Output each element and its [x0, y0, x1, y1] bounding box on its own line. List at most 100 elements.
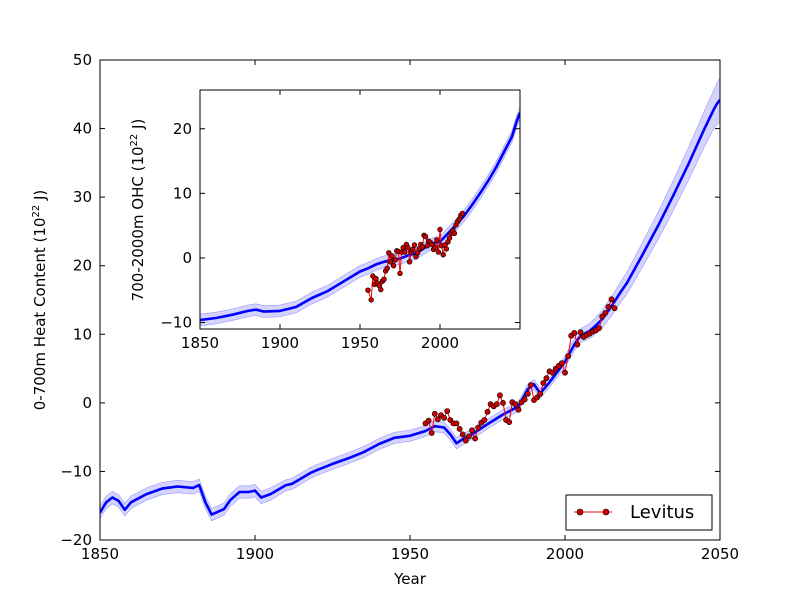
main-levitus-point [462, 437, 469, 444]
main-levitus-point [481, 417, 488, 423]
inset-levitus-point [365, 287, 371, 293]
legend: Levitus [565, 494, 713, 531]
inset-levitus-point [410, 246, 416, 253]
main-levitus-point [506, 419, 513, 425]
inset-y-tick-label: −10 [160, 314, 192, 332]
main-y-tick-label: 20 [73, 257, 92, 275]
inset-levitus-point [451, 230, 458, 237]
inset-levitus-point [397, 270, 403, 277]
inset-levitus-point [389, 253, 395, 259]
inset-levitus-point [459, 210, 466, 217]
main-y-tick-label: 40 [73, 120, 92, 138]
main-levitus-point [577, 329, 584, 336]
main-levitus-point [453, 420, 460, 427]
main-levitus-point [605, 303, 612, 310]
main-levitus-point [537, 390, 544, 397]
inset-y-tick-label: 10 [173, 184, 192, 202]
main-levitus-point [493, 401, 500, 408]
inset-levitus-point [446, 235, 453, 241]
inset-x-tick-label: 2000 [421, 334, 459, 352]
inset-levitus-point [378, 286, 384, 293]
inset-x-tick-label: 1850 [181, 334, 219, 352]
inset-y-axis-label-suffix: J) [129, 119, 147, 134]
main-levitus-point [565, 353, 571, 360]
inset-levitus-point [411, 242, 418, 248]
main-levitus-point [549, 369, 556, 376]
inset-plot: 1850 1900 1950 2000 −10 0 10 20 700-2000m OHC (… [129, 89, 521, 352]
main-levitus-point [528, 382, 534, 388]
main-levitus-point [444, 408, 451, 414]
main-levitus-point [465, 433, 472, 440]
main-model-uncertainty-band [100, 77, 720, 522]
inset-y-axis-label: 700-2000m OHC (1022 J) [129, 119, 147, 302]
main-levitus-point [521, 396, 528, 403]
inset-levitus-point [384, 265, 390, 271]
main-levitus-point [459, 431, 466, 438]
main-levitus-point [456, 425, 463, 432]
inset-model-uncertainty-band [200, 106, 520, 327]
main-y-tick-label: −10 [60, 462, 92, 480]
main-x-tick-label: 1900 [236, 545, 274, 563]
main-levitus-point [543, 375, 550, 382]
main-levitus-point [571, 329, 578, 336]
main-levitus-point [596, 325, 602, 331]
main-levitus-point [540, 380, 547, 386]
main-levitus-point [428, 430, 435, 436]
inset-axis-ticks: 1850 1900 1950 2000 −10 0 10 20 [160, 90, 520, 352]
inset-levitus-point [437, 226, 443, 233]
inset-levitus-point [387, 259, 394, 265]
main-levitus-point [611, 305, 618, 312]
inset-x-tick-label: 1900 [261, 334, 299, 352]
legend-swatch-marker [576, 508, 584, 516]
main-series-layer [100, 77, 720, 522]
main-x-axis-label: Year [393, 570, 427, 588]
main-levitus-point [434, 416, 441, 423]
main-levitus-point [602, 310, 609, 316]
inset-levitus-point [386, 250, 392, 256]
main-levitus-point [562, 369, 568, 376]
inset-levitus-point [405, 244, 411, 251]
main-levitus-point [608, 296, 615, 303]
main-levitus-point [559, 360, 565, 366]
main-levitus-point [512, 401, 519, 408]
inset-levitus-point [368, 297, 374, 303]
main-x-tick-label: 2050 [701, 545, 739, 563]
legend-label-levitus: Levitus [630, 502, 694, 523]
inset-levitus-point [429, 241, 435, 248]
main-levitus-point [475, 424, 482, 431]
main-levitus-point [484, 408, 491, 415]
inset-levitus-point [422, 233, 429, 240]
legend-swatch-marker [602, 508, 610, 516]
inset-y-tick-label: 0 [182, 249, 192, 267]
inset-levitus-point [443, 246, 450, 252]
inset-y-axis-label-prefix: 700-2000m OHC (10 [129, 146, 147, 301]
inset-y-tick-label: 20 [173, 120, 192, 138]
inset-levitus-point [406, 259, 413, 265]
main-x-tick-label: 1950 [391, 545, 429, 563]
inset-levitus-point [435, 249, 442, 255]
inset-levitus-point [434, 237, 440, 243]
main-x-tick-label: 2000 [546, 545, 584, 563]
inset-model-line [200, 112, 520, 322]
main-levitus-point [574, 341, 581, 348]
main-y-tick-label: −20 [60, 531, 92, 549]
inset-series-layer [200, 106, 520, 327]
main-y-tick-label: 30 [73, 188, 92, 206]
inset-levitus-point [381, 276, 387, 282]
inset-levitus-point [392, 257, 398, 263]
main-plot: 1850 1900 1950 2000 2050 −20 −10 0 10 20 30 40 50 Ye… [31, 51, 739, 588]
inset-levitus-point [402, 249, 408, 255]
main-levitus-point [425, 417, 432, 424]
inset-levitus-point [432, 244, 438, 251]
main-y-tick-label: 0 [82, 394, 92, 412]
inset-levitus-point [419, 244, 426, 250]
inset-levitus-point [440, 252, 446, 258]
main-y-axis-label: 0-700m Heat Content (1022 J) [31, 190, 49, 410]
main-levitus-point [500, 399, 506, 406]
main-levitus-point [515, 406, 522, 413]
main-axis-ticks: 1850 1900 1950 2000 2050 −20 −10 0 10 20 30 40 50 [60, 51, 739, 563]
main-y-axis-label-exponent: 22 [31, 205, 42, 218]
main-levitus-point [496, 392, 503, 399]
